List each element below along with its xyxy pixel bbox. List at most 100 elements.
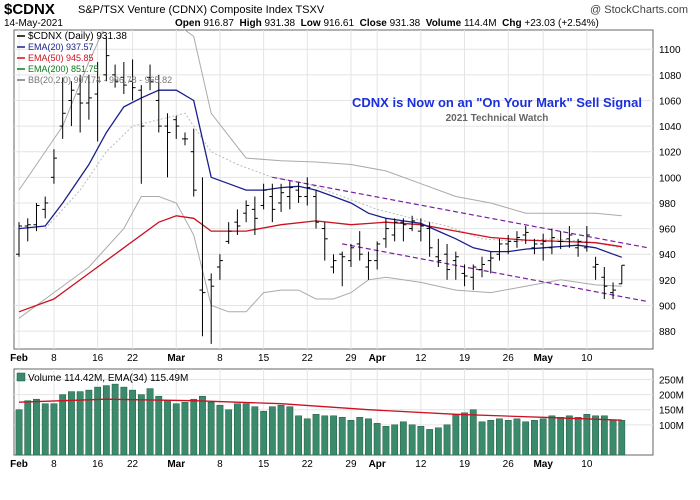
- ohlc-bar: [216, 254, 223, 280]
- volume-bar: [268, 406, 276, 456]
- volume-bar: [330, 415, 337, 456]
- ohlc-bar: [566, 226, 573, 248]
- ohlc-bar: [190, 128, 197, 197]
- ohlc-bar: [583, 226, 590, 252]
- volume-bar: [522, 421, 530, 456]
- ohlc-bar: [365, 251, 372, 280]
- price-x-tick-label: 8: [51, 353, 57, 364]
- volume-bar: [111, 383, 119, 456]
- volume-bar: [487, 420, 495, 456]
- volume-x-tick-label: Feb: [10, 459, 28, 470]
- ohlc-bar: [610, 282, 617, 300]
- legend-entry-cdnx: $CDNX (Daily) 931.38: [28, 31, 127, 42]
- price-x-tick-label: 26: [503, 353, 515, 364]
- ohlc-bar: [243, 200, 250, 223]
- volume-bar: [225, 409, 233, 456]
- ohlc-bar: [42, 196, 49, 219]
- ohlc-bar: [444, 243, 451, 280]
- close-label: Close: [359, 18, 387, 29]
- volume-bar: [382, 426, 390, 456]
- ohlc-bar: [112, 64, 119, 88]
- volume-bar: [373, 423, 381, 456]
- ohlc-bar: [269, 183, 276, 223]
- ohlc-bar: [24, 218, 31, 242]
- price-y-tick-label: 880: [659, 327, 676, 338]
- volume-bar: [164, 400, 171, 456]
- price-x-tick-label: Feb: [10, 353, 28, 364]
- price-x-tick-label: 29: [345, 353, 357, 364]
- volume-x-tick-label: 8: [217, 459, 223, 470]
- volume-bar: [50, 403, 58, 456]
- price-y-tick-label: 1040: [659, 122, 682, 133]
- low-label: Low: [300, 18, 321, 29]
- ohlc-bar: [94, 62, 101, 142]
- volume-bar: [496, 418, 503, 456]
- ohlc-bar: [618, 264, 625, 285]
- price-y-tick-label: 980: [659, 199, 676, 210]
- volume-bar: [146, 388, 154, 456]
- volume-x-tick-label: 22: [302, 459, 314, 470]
- ohlc-bar: [339, 251, 346, 287]
- price-x-tick-label: 8: [217, 353, 223, 364]
- volume-x-tick-label: 12: [415, 459, 427, 470]
- volume-x-tick-label: 29: [345, 459, 357, 470]
- ohlc-bar: [461, 264, 468, 287]
- volume-ema-line: [18, 398, 622, 421]
- chart-credit: @ StockCharts.com: [590, 4, 688, 16]
- volume-bar: [312, 414, 320, 456]
- legend-entry-bb: BB(20,2.0) 907.74 - 936.78 - 965.82: [28, 75, 172, 85]
- high-value: 931.38: [264, 18, 296, 29]
- ohlc-bar: [470, 264, 477, 291]
- open-value: 916.87: [203, 18, 234, 29]
- ohlc-bar: [155, 74, 162, 133]
- volume-bar: [286, 406, 294, 456]
- volume-bar: [234, 403, 241, 456]
- chg-label: Chg: [502, 18, 522, 29]
- ohlc-bar: [138, 85, 145, 184]
- ohlc-bar: [208, 273, 215, 344]
- ohlc-bar: [479, 256, 486, 278]
- volume-bar: [277, 404, 285, 456]
- ohlc-bar: [147, 64, 154, 91]
- bb-upper-line: [18, 30, 622, 217]
- ohlc-bar: [59, 77, 66, 139]
- ema50-line: [18, 215, 622, 313]
- volume-bar: [155, 395, 163, 456]
- ohlc-bar: [400, 218, 407, 242]
- volume-bar: [33, 398, 40, 456]
- ema20-line: [18, 89, 623, 258]
- volume-bar: [356, 417, 364, 456]
- price-x-tick-label: Apr: [369, 353, 386, 364]
- volume-bar: [216, 404, 224, 456]
- ohlc-bar: [321, 222, 328, 261]
- volume-bar: [207, 401, 215, 456]
- ohlc-bar: [278, 183, 285, 212]
- volume-bar: [338, 417, 346, 456]
- volume-legend-swatch: [16, 372, 26, 382]
- price-x-tick-label: 22: [127, 353, 139, 364]
- bb-lower-line: [18, 196, 622, 319]
- legend-entry-ema50: EMA(50) 945.85: [28, 53, 94, 63]
- volume-value: 114.4M: [463, 18, 497, 29]
- price-y-tick-label: 1100: [659, 45, 681, 56]
- ohlc-bar: [592, 256, 599, 280]
- volume-x-tick-label: 19: [459, 459, 471, 470]
- volume-y-tick-label: 250M: [659, 376, 684, 387]
- close-value: 931.38: [389, 18, 421, 29]
- ohlc-bar: [33, 202, 40, 232]
- volume-bar: [434, 427, 442, 456]
- volume-bar: [59, 394, 67, 456]
- ohlc-bar: [173, 115, 180, 139]
- volume-bar: [618, 420, 626, 456]
- volume-bar: [321, 415, 329, 456]
- ohlc-bar: [16, 222, 22, 257]
- volume-bar: [548, 415, 556, 456]
- price-y-tick-label: 1020: [659, 148, 682, 159]
- price-x-tick-label: 16: [92, 353, 104, 364]
- price-x-tick-label: May: [533, 353, 553, 364]
- price-y-tick-label: 920: [659, 276, 676, 287]
- volume-bar: [478, 421, 486, 456]
- ohlc-bar: [164, 113, 171, 178]
